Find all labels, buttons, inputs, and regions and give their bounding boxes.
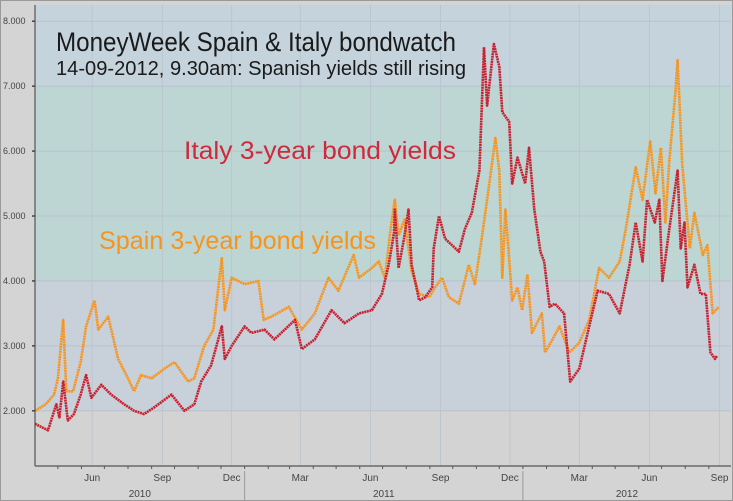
spain-series-line bbox=[34, 58, 720, 412]
x-tick-label: Jun bbox=[362, 473, 378, 484]
spain-series-annotation: Spain 3-year bond yields bbox=[99, 227, 376, 255]
chart-title: MoneyWeek Spain & Italy bondwatch bbox=[56, 27, 456, 57]
y-tick-label: 7.000 bbox=[3, 81, 26, 91]
y-tick-label: 8.000 bbox=[3, 16, 26, 26]
y-tick-label: 3.000 bbox=[3, 341, 26, 351]
year-label: 2011 bbox=[373, 489, 395, 500]
italy-series-line bbox=[34, 42, 719, 432]
x-tick-label: Mar bbox=[571, 473, 589, 484]
x-tick-label: Mar bbox=[292, 473, 310, 484]
y-tick-label: 2.000 bbox=[3, 406, 26, 416]
x-tick-label: Jun bbox=[641, 473, 657, 484]
italy-series-annotation: Italy 3-year bond yields bbox=[184, 137, 456, 165]
chart-subtitle: 14-09-2012, 9.30am: Spanish yields still… bbox=[56, 58, 466, 80]
tick-labels: 2.000 3.000 4.000 5.000 6.000 7.000 8.000 Jun Se… bbox=[3, 16, 729, 500]
x-tick-label: Dec bbox=[501, 473, 519, 484]
year-label: 2010 bbox=[129, 489, 152, 500]
background-band bbox=[35, 5, 731, 87]
x-tick-label: Sep bbox=[711, 473, 729, 484]
year-label: 2012 bbox=[616, 489, 639, 500]
x-tick-label: Sep bbox=[432, 473, 450, 484]
y-tick-label: 6.000 bbox=[3, 146, 26, 156]
x-tick-label: Dec bbox=[223, 473, 241, 484]
y-tick-label: 5.000 bbox=[3, 211, 26, 221]
background-band bbox=[35, 410, 731, 466]
y-tick-label: 4.000 bbox=[3, 276, 26, 286]
series-lines bbox=[34, 42, 720, 432]
x-tick-label: Jun bbox=[84, 473, 100, 484]
x-tick-label: Sep bbox=[153, 473, 171, 484]
background-band bbox=[35, 86, 731, 281]
gridlines bbox=[35, 5, 731, 466]
